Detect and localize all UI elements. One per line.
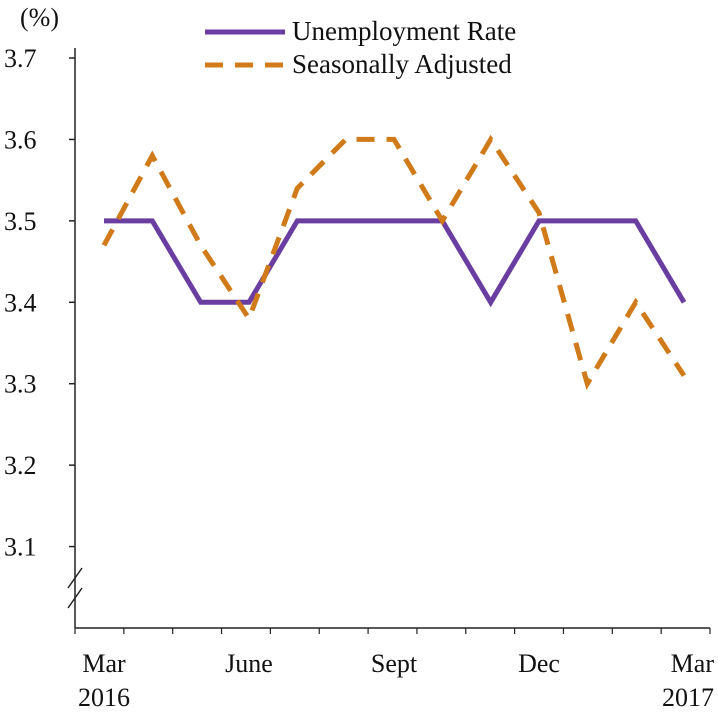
series-line-seasonally-adjusted bbox=[101, 134, 687, 390]
y-tick-label: 3.3 bbox=[4, 370, 37, 399]
y-tick-label: 3.6 bbox=[4, 125, 37, 154]
y-axis-ticks: 3.1 3.2 3.3 3.4 3.5 3.6 3.7 bbox=[4, 44, 75, 562]
x-tick-label: 2017 bbox=[662, 683, 714, 712]
y-tick-label: 3.1 bbox=[4, 533, 37, 562]
x-tick-label: Dec bbox=[518, 649, 560, 678]
y-axis-unit-label: (%) bbox=[20, 3, 59, 32]
y-tick-label: 3.2 bbox=[4, 451, 37, 480]
axis-break-mark bbox=[67, 567, 83, 589]
series-layer bbox=[101, 134, 687, 390]
x-tick-label: June bbox=[225, 649, 273, 678]
x-tick-label: Sept bbox=[371, 649, 418, 678]
y-tick-label: 3.7 bbox=[4, 44, 37, 73]
y-tick-label: 3.5 bbox=[4, 207, 37, 236]
x-tick-label: Mar bbox=[671, 649, 715, 678]
legend-label: Seasonally Adjusted bbox=[292, 49, 512, 79]
x-tick-label: Mar bbox=[82, 649, 126, 678]
x-axis-ticks: Mar 2016 June Sept Dec Mar 2017 bbox=[74, 628, 715, 712]
series-line-unemployment-rate bbox=[104, 218, 687, 308]
axis-break-mark bbox=[67, 587, 83, 609]
axes bbox=[67, 48, 710, 629]
y-tick-label: 3.4 bbox=[4, 288, 37, 317]
legend-label: Unemployment Rate bbox=[292, 16, 516, 46]
x-tick-label: 2016 bbox=[78, 683, 130, 712]
